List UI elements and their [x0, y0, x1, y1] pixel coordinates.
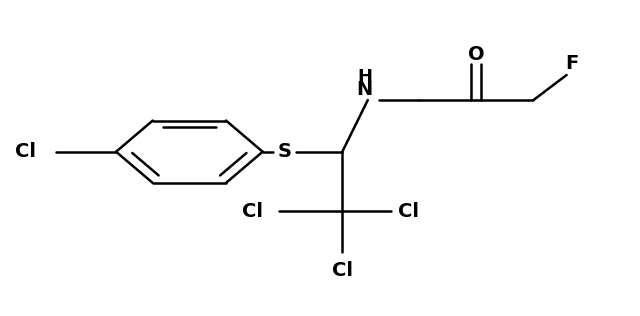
- Text: O: O: [468, 45, 484, 64]
- Text: H: H: [357, 68, 372, 86]
- Text: S: S: [278, 142, 292, 161]
- Text: F: F: [565, 54, 579, 73]
- Text: Cl: Cl: [398, 202, 419, 221]
- Text: Cl: Cl: [15, 142, 36, 161]
- Text: Cl: Cl: [332, 261, 353, 280]
- Text: N: N: [356, 80, 372, 99]
- Text: Cl: Cl: [242, 202, 262, 221]
